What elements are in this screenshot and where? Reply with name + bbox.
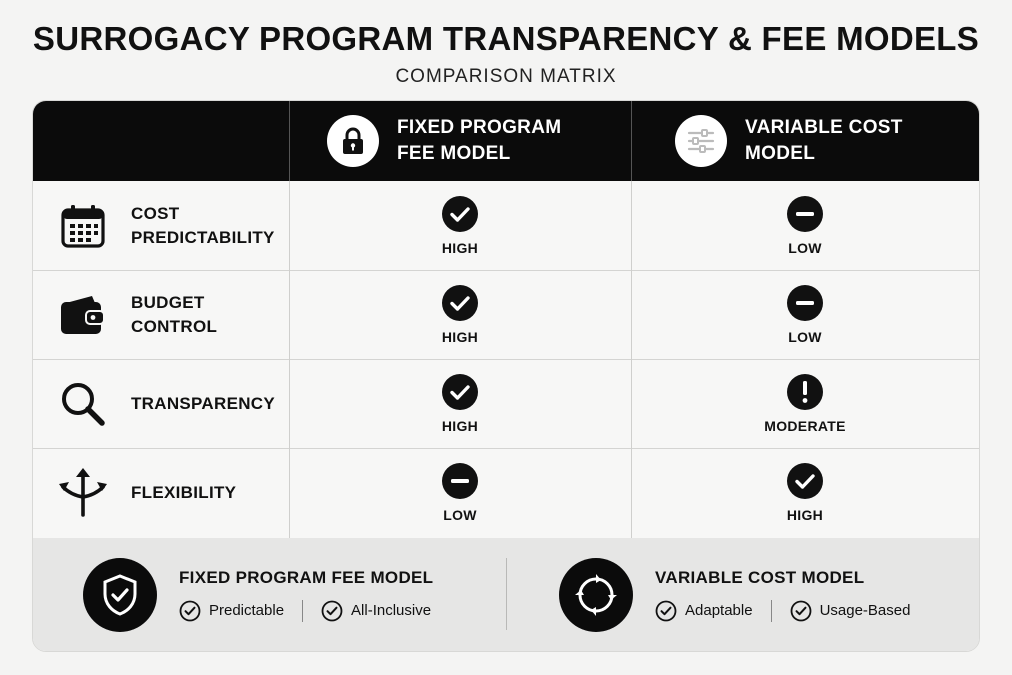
check-circle-icon xyxy=(442,373,478,410)
row-divider xyxy=(631,359,632,448)
matrix-row-budget-control: BUDGET CONTROL HIGH LOW xyxy=(33,270,979,360)
tag-divider xyxy=(302,599,304,622)
matrix-header: FIXED PROGRAM FEE MODEL xyxy=(33,101,979,181)
summary-tag-label: Usage-Based xyxy=(819,602,911,619)
matrix-row-transparency: TRANSPARENCY HIGH MODERATE xyxy=(33,359,979,449)
row-divider xyxy=(289,359,290,448)
check-outline-icon xyxy=(790,600,811,621)
row-divider xyxy=(289,448,290,538)
rating-value: MODERATE xyxy=(764,417,846,434)
row-label-line2: CONTROL xyxy=(131,316,218,336)
row-label-line1: BUDGET xyxy=(131,292,205,312)
lock-icon xyxy=(327,115,379,167)
summary-tag: Predictable xyxy=(179,600,284,622)
check-circle-icon xyxy=(787,463,823,499)
summary-title: FIXED PROGRAM FEE MODEL xyxy=(179,567,434,587)
minus-circle-icon xyxy=(787,195,823,232)
column-header-variable-line2: MODEL xyxy=(745,143,816,164)
column-header-variable-line1: VARIABLE COST xyxy=(745,117,903,138)
wallet-icon xyxy=(55,293,111,337)
cell-variable: LOW xyxy=(631,181,979,270)
row-label-line2: PREDICTABILITY xyxy=(131,227,275,247)
row-divider xyxy=(631,448,632,538)
row-divider xyxy=(631,181,632,270)
tag-divider xyxy=(770,599,772,622)
row-label-line1: TRANSPARENCY xyxy=(131,393,276,413)
summary-title: VARIABLE COST MODEL xyxy=(655,567,865,587)
rating-value: LOW xyxy=(788,239,822,256)
row-label-line1: COST xyxy=(131,203,180,223)
check-circle-icon xyxy=(442,195,478,232)
summary-tags: Predictable All-Inclusive xyxy=(179,599,433,622)
column-header-variable: VARIABLE COST MODEL xyxy=(675,101,975,181)
cell-fixed: HIGH xyxy=(289,359,631,448)
column-header-fixed-line2: FEE MODEL xyxy=(397,143,511,164)
cell-variable: HIGH xyxy=(631,448,979,538)
cell-fixed: LOW xyxy=(289,448,631,538)
row-divider xyxy=(289,270,290,359)
check-outline-icon xyxy=(655,600,677,621)
calendar-icon xyxy=(55,202,111,250)
header-divider xyxy=(631,101,632,181)
summary-variable: VARIABLE COST MODEL Adaptable xyxy=(559,538,969,651)
cell-variable: MODERATE xyxy=(631,359,979,448)
summary-footer: FIXED PROGRAM FEE MODEL Predictable xyxy=(33,538,979,651)
minus-circle-icon xyxy=(787,284,823,321)
rating-value: LOW xyxy=(443,507,477,523)
row-label: BUDGET CONTROL xyxy=(33,270,289,359)
shield-check-icon xyxy=(83,557,157,632)
page-subtitle: COMPARISON MATRIX xyxy=(395,66,617,87)
summary-tag-label: Adaptable xyxy=(685,602,753,619)
sliders-icon xyxy=(675,115,727,167)
matrix-row-cost-predictability: COST PREDICTABILITY HIGH LOW xyxy=(33,181,979,271)
column-header-fixed-line1: FIXED PROGRAM xyxy=(397,117,562,138)
rating-value: HIGH xyxy=(441,239,479,256)
magnifier-icon xyxy=(55,380,111,428)
header-divider xyxy=(289,101,290,181)
cell-fixed: HIGH xyxy=(289,270,631,359)
row-label-line1: FLEXIBILITY xyxy=(131,482,237,502)
cell-variable: LOW xyxy=(631,270,979,359)
cell-fixed: HIGH xyxy=(289,181,631,270)
row-label: TRANSPARENCY xyxy=(33,359,289,448)
minus-circle-icon xyxy=(442,463,478,499)
summary-fixed: FIXED PROGRAM FEE MODEL Predictable xyxy=(83,538,493,651)
page-title: SURROGACY PROGRAM TRANSPARENCY & FEE MOD… xyxy=(32,20,980,57)
rating-value: LOW xyxy=(788,328,822,345)
summary-tag-label: Predictable xyxy=(209,602,285,619)
comparison-matrix: FIXED PROGRAM FEE MODEL xyxy=(32,100,980,652)
row-divider xyxy=(289,181,290,270)
row-divider xyxy=(631,270,632,359)
row-label: FLEXIBILITY xyxy=(33,448,289,537)
check-outline-icon xyxy=(179,600,201,621)
exclamation-circle-icon xyxy=(787,373,823,410)
rating-value: HIGH xyxy=(441,328,479,345)
row-label: COST PREDICTABILITY xyxy=(33,181,289,270)
check-circle-icon xyxy=(442,284,478,321)
column-header-fixed: FIXED PROGRAM FEE MODEL xyxy=(327,101,627,181)
summary-tags: Adaptable Usage-Based xyxy=(655,599,911,622)
rating-value: HIGH xyxy=(441,417,479,434)
cycle-target-icon xyxy=(559,557,633,632)
check-outline-icon xyxy=(321,600,343,621)
matrix-row-flexibility: FLEXIBILITY LOW HIGH xyxy=(33,448,979,538)
summary-tag: Usage-Based xyxy=(790,600,911,622)
summary-tag: Adaptable xyxy=(655,600,753,622)
rating-value: HIGH xyxy=(786,507,824,523)
summary-tag-label: All-Inclusive xyxy=(351,602,432,619)
split-arrows-icon xyxy=(55,467,111,519)
summary-tag: All-Inclusive xyxy=(321,600,431,622)
footer-divider xyxy=(506,558,507,630)
